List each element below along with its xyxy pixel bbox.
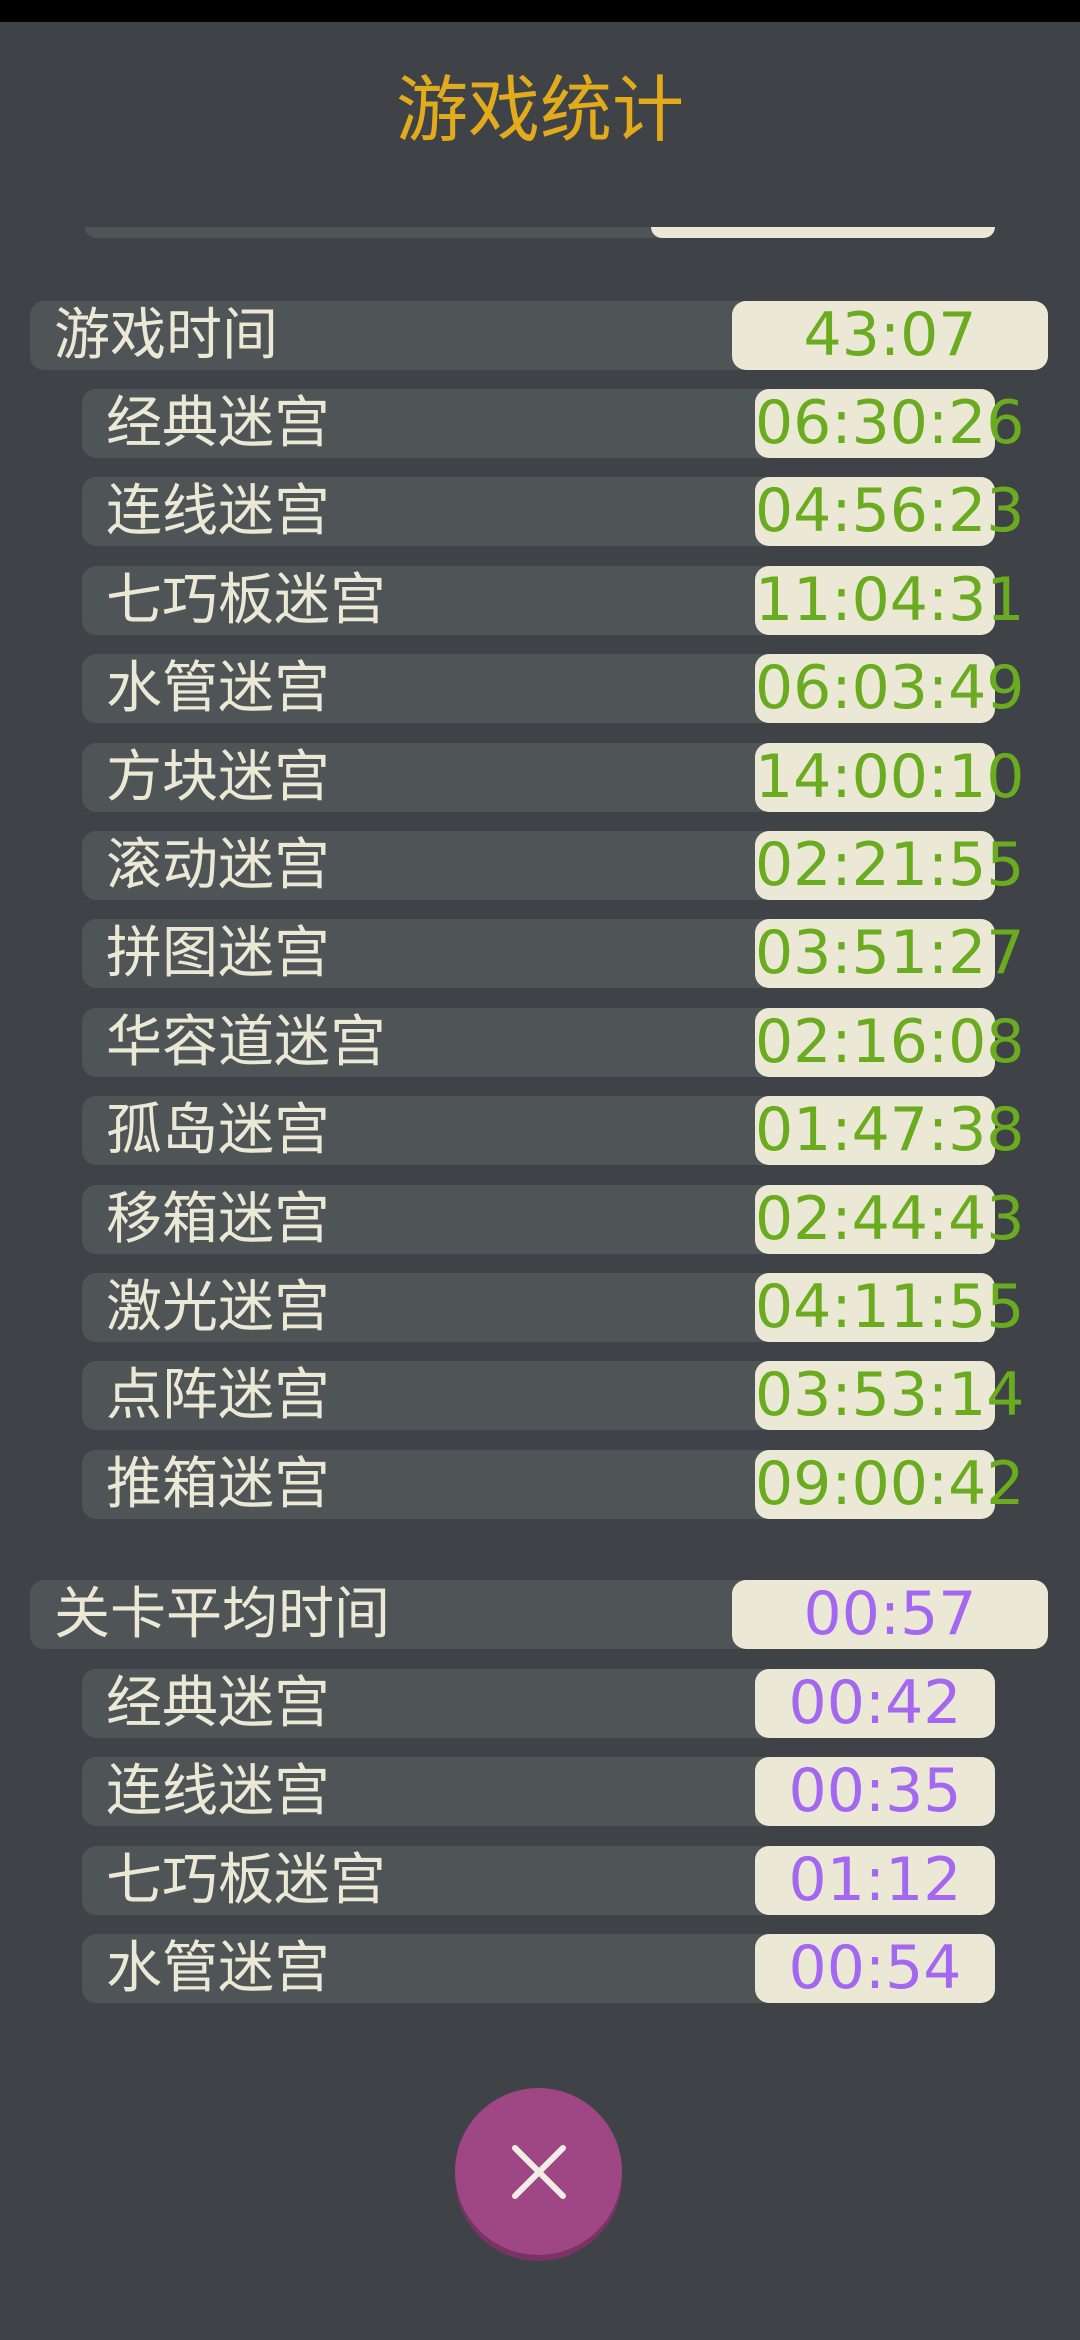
list-item: 水管迷宫 06:03:49 <box>82 653 1025 723</box>
row-value: 04:56:23 <box>755 476 1025 546</box>
row-value: 06:30:26 <box>755 388 1025 458</box>
row-label: 水管迷宫 <box>106 656 330 721</box>
row-value: 02:21:55 <box>755 830 1025 900</box>
list-item: 连线迷宫 00:35 <box>82 1757 995 1826</box>
list-item: 激光迷宫 04:11:55 <box>82 1272 1025 1342</box>
row-value: 02:16:08 <box>755 1007 1025 1077</box>
row-label: 孤岛迷宫 <box>106 1098 330 1163</box>
section-header-play-time: 游戏时间 43:07 <box>30 301 1048 370</box>
row-label: 经典迷宫 <box>106 1671 330 1736</box>
row-value: 14:00:10 <box>755 742 1025 812</box>
row-value: 00:42 <box>755 1669 995 1738</box>
list-item: 华容道迷宫 02:16:08 <box>82 1007 1025 1077</box>
list-item: 推箱迷宫 09:00:42 <box>82 1449 1025 1519</box>
row-label: 华容道迷宫 <box>106 1010 386 1075</box>
scrollbar-thumb[interactable] <box>651 227 995 238</box>
row-label: 推箱迷宫 <box>106 1452 330 1517</box>
list-item: 七巧板迷宫 11:04:31 <box>82 565 1025 635</box>
row-value: 00:57 <box>732 1580 1048 1649</box>
row-value: 03:51:27 <box>755 918 1025 988</box>
row-value: 11:04:31 <box>755 565 1025 635</box>
row-value: 06:03:49 <box>755 653 1025 723</box>
row-label: 关卡平均时间 <box>54 1582 390 1647</box>
horizontal-scrollbar[interactable] <box>85 227 995 238</box>
row-value: 01:12 <box>755 1846 995 1915</box>
row-label: 点阵迷宫 <box>106 1363 330 1428</box>
row-value: 09:00:42 <box>755 1449 1025 1519</box>
row-value: 43:07 <box>732 301 1048 370</box>
section-header-avg-time: 关卡平均时间 00:57 <box>30 1580 1048 1649</box>
row-value: 00:35 <box>755 1757 995 1826</box>
row-value: 01:47:38 <box>755 1095 1025 1165</box>
row-label: 游戏时间 <box>54 303 278 368</box>
row-label: 激光迷宫 <box>106 1275 330 1340</box>
list-item: 点阵迷宫 03:53:14 <box>82 1360 1025 1430</box>
row-value: 03:53:14 <box>755 1360 1025 1430</box>
list-item: 经典迷宫 00:42 <box>82 1669 995 1738</box>
list-item: 水管迷宫 00:54 <box>82 1934 995 2003</box>
list-item: 方块迷宫 14:00:10 <box>82 742 1025 812</box>
row-label: 经典迷宫 <box>106 391 330 456</box>
list-item: 移箱迷宫 02:44:43 <box>82 1184 1025 1254</box>
row-label: 七巧板迷宫 <box>106 568 386 633</box>
list-item: 滚动迷宫 02:21:55 <box>82 830 1025 900</box>
list-item: 拼图迷宫 03:51:27 <box>82 918 1025 988</box>
row-label: 连线迷宫 <box>106 1759 330 1824</box>
row-label: 七巧板迷宫 <box>106 1848 386 1913</box>
close-icon <box>511 2144 566 2199</box>
list-item: 经典迷宫 06:30:26 <box>82 388 1025 458</box>
row-label: 方块迷宫 <box>106 745 330 810</box>
list-item: 孤岛迷宫 01:47:38 <box>82 1095 1025 1165</box>
page-title: 游戏统计 <box>395 68 684 152</box>
list-item: 七巧板迷宫 01:12 <box>82 1846 995 1915</box>
row-label: 拼图迷宫 <box>106 921 330 986</box>
close-button[interactable] <box>455 2088 622 2255</box>
list-item: 连线迷宫 04:56:23 <box>82 476 1025 546</box>
status-bar <box>0 0 1080 22</box>
row-label: 连线迷宫 <box>106 479 330 544</box>
row-label: 水管迷宫 <box>106 1936 330 2001</box>
row-label: 滚动迷宫 <box>106 833 330 898</box>
row-value: 02:44:43 <box>755 1184 1025 1254</box>
row-label: 移箱迷宫 <box>106 1187 330 1252</box>
row-value: 00:54 <box>755 1934 995 2003</box>
row-value: 04:11:55 <box>755 1272 1025 1342</box>
